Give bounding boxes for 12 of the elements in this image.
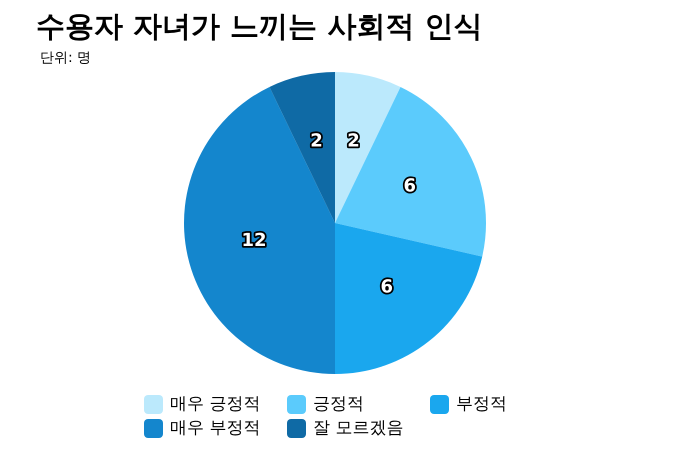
legend-label: 긍정적: [313, 394, 364, 414]
data-label: 2: [347, 130, 360, 152]
legend-label: 매우 부정적: [170, 418, 260, 438]
legend-label: 부정적: [456, 394, 507, 414]
data-label: 6: [380, 276, 394, 298]
legend-label: 잘 모르겠음: [313, 418, 404, 438]
chart-subtitle: 단위: 명: [40, 49, 92, 67]
data-label: 6: [404, 176, 416, 197]
chart-title: 수용자 자녀가 느끼는 사회적 인식: [36, 8, 482, 44]
data-label: 12: [242, 230, 267, 252]
legend-label: 매우 긍정적: [170, 394, 260, 414]
data-label: 2: [310, 130, 323, 152]
